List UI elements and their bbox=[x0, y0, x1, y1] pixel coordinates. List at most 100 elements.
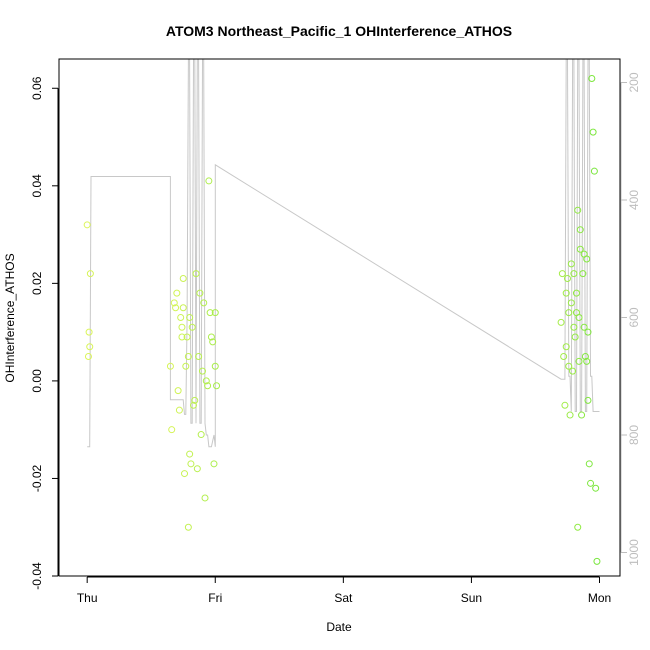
data-point bbox=[592, 484, 600, 492]
data-point bbox=[191, 396, 199, 404]
data-point bbox=[558, 270, 566, 278]
data-point bbox=[583, 255, 591, 263]
data-point bbox=[182, 362, 190, 370]
x-axis-label: Date bbox=[326, 620, 352, 634]
data-point bbox=[184, 353, 192, 361]
data-point bbox=[207, 333, 215, 341]
plot-frame bbox=[58, 58, 621, 577]
data-point bbox=[202, 377, 210, 385]
data-point bbox=[166, 362, 174, 370]
data-point bbox=[201, 494, 209, 502]
data-point bbox=[181, 470, 189, 478]
data-point bbox=[186, 450, 194, 458]
x-tick-label: Sat bbox=[334, 591, 353, 605]
plot-marks bbox=[83, 59, 601, 565]
data-point bbox=[189, 401, 197, 409]
data-point bbox=[587, 479, 595, 487]
data-point bbox=[570, 270, 578, 278]
right-axis: 200 400 600 800 1000 bbox=[620, 72, 641, 566]
y-tick-label: -0.02 bbox=[30, 464, 44, 492]
data-point bbox=[567, 260, 575, 268]
data-point bbox=[210, 460, 218, 468]
data-point bbox=[570, 323, 578, 331]
y-tick-label: 0.02 bbox=[30, 271, 44, 295]
data-point bbox=[206, 309, 214, 317]
right-tick-label: 400 bbox=[627, 190, 641, 210]
data-point bbox=[184, 523, 192, 531]
data-point bbox=[170, 299, 178, 307]
data-point bbox=[175, 406, 183, 414]
data-point bbox=[562, 289, 570, 297]
data-point bbox=[578, 411, 586, 419]
data-point bbox=[200, 299, 208, 307]
series-line bbox=[87, 59, 600, 448]
data-point bbox=[198, 367, 206, 375]
data-point bbox=[209, 338, 217, 346]
data-point bbox=[85, 328, 93, 336]
data-point bbox=[192, 270, 200, 278]
data-point bbox=[569, 367, 577, 375]
right-tick-label: 200 bbox=[627, 72, 641, 92]
data-point bbox=[588, 75, 596, 83]
data-point bbox=[560, 353, 568, 361]
data-point bbox=[593, 557, 601, 565]
data-point bbox=[581, 353, 589, 361]
data-point bbox=[574, 523, 582, 531]
data-point bbox=[84, 353, 92, 361]
data-point bbox=[86, 343, 94, 351]
data-point bbox=[567, 299, 575, 307]
data-point bbox=[580, 323, 588, 331]
data-point bbox=[193, 465, 201, 473]
data-point bbox=[188, 323, 196, 331]
data-point bbox=[571, 333, 579, 341]
data-point bbox=[557, 318, 565, 326]
data-point bbox=[205, 177, 213, 185]
data-point bbox=[174, 387, 182, 395]
data-point bbox=[204, 382, 212, 390]
y-tick-label: -0.04 bbox=[30, 562, 44, 590]
data-point bbox=[211, 309, 219, 317]
data-point bbox=[179, 274, 187, 282]
data-point bbox=[197, 431, 205, 439]
data-point bbox=[584, 328, 592, 336]
x-tick-label: Mon bbox=[588, 591, 611, 605]
x-tick-label: Fri bbox=[208, 591, 222, 605]
data-point bbox=[211, 362, 219, 370]
y-tick-label: 0.00 bbox=[30, 369, 44, 393]
data-point bbox=[183, 333, 191, 341]
right-tick-label: 1000 bbox=[627, 539, 641, 566]
data-point bbox=[168, 426, 176, 434]
data-point bbox=[196, 289, 204, 297]
data-point bbox=[579, 270, 587, 278]
data-point bbox=[187, 460, 195, 468]
data-point bbox=[589, 128, 597, 136]
y-axis: -0.04 -0.02 0.00 0.02 0.04 0.06 bbox=[30, 76, 59, 590]
data-point bbox=[179, 304, 187, 312]
y-axis-label: OHInterference_ATHOS bbox=[3, 253, 17, 382]
data-point bbox=[583, 357, 591, 365]
chart-title: ATOM3 Northeast_Pacific_1 OHInterference… bbox=[166, 23, 512, 39]
data-point bbox=[572, 289, 580, 297]
data-point bbox=[195, 353, 203, 361]
data-point bbox=[574, 206, 582, 214]
y-tick-label: 0.06 bbox=[30, 76, 44, 100]
data-point bbox=[186, 314, 194, 321]
data-point bbox=[590, 167, 598, 175]
data-point bbox=[566, 411, 574, 419]
data-point bbox=[561, 401, 569, 409]
data-point bbox=[576, 226, 584, 234]
data-point bbox=[172, 304, 180, 312]
right-tick-label: 600 bbox=[627, 307, 641, 327]
data-point bbox=[173, 289, 181, 297]
x-tick-label: Thu bbox=[77, 591, 98, 605]
data-point bbox=[86, 270, 94, 278]
data-point bbox=[575, 357, 583, 365]
data-point bbox=[584, 396, 592, 404]
data-point bbox=[213, 382, 221, 390]
data-point bbox=[576, 245, 584, 253]
data-point bbox=[575, 314, 583, 321]
data-point bbox=[585, 460, 593, 468]
right-tick-label: 800 bbox=[627, 425, 641, 445]
data-point bbox=[562, 343, 570, 351]
